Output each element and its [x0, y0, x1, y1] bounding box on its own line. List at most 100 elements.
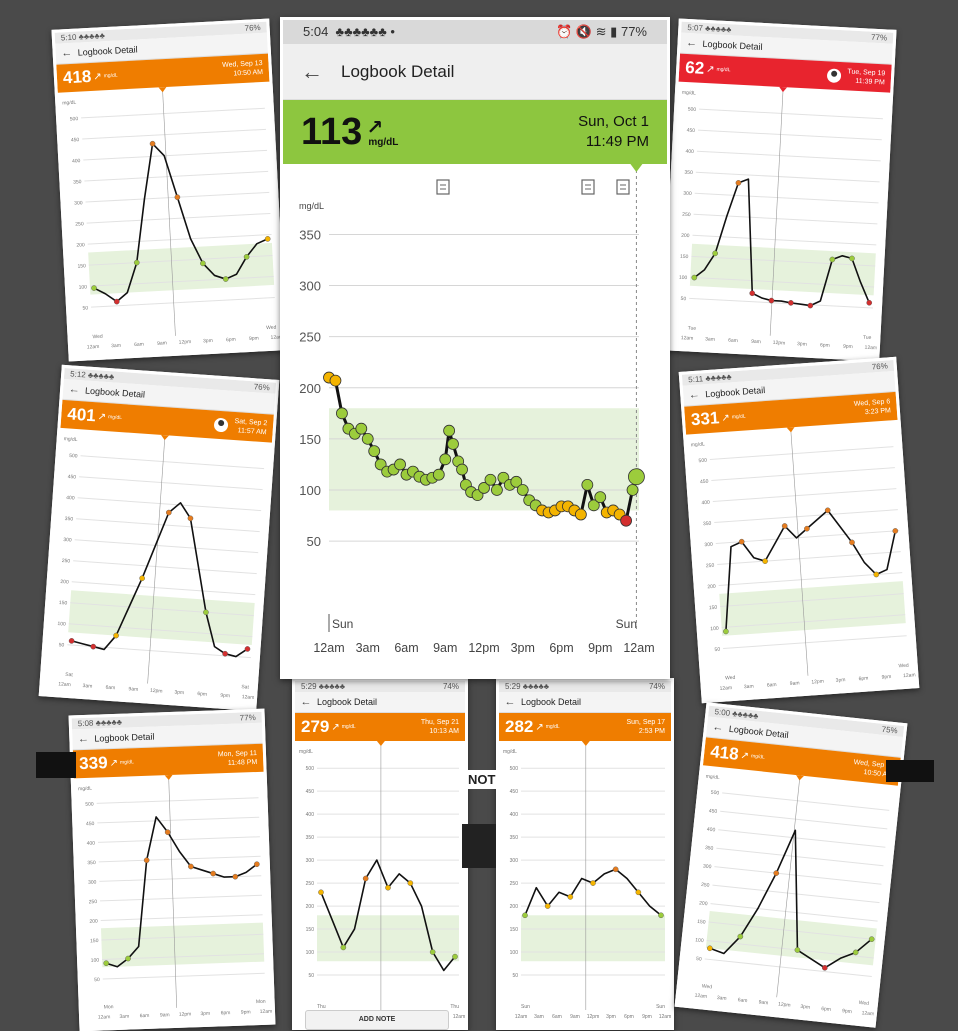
gridline-150	[101, 933, 264, 941]
data-point	[737, 933, 744, 940]
battery-level: 76%	[253, 382, 271, 393]
y-tick-50: 50	[680, 296, 686, 302]
x-tick-1: 3am	[82, 683, 92, 690]
x-tick-2: 6am	[105, 685, 115, 692]
back-arrow-icon[interactable]: ←	[300, 696, 312, 708]
back-arrow-icon[interactable]: ←	[60, 46, 73, 60]
y-tick-150: 150	[697, 919, 706, 926]
reading-value: 113	[301, 110, 363, 153]
x-tick-1: 3am	[111, 343, 121, 350]
data-point	[368, 445, 381, 458]
reading-value: 418	[62, 66, 92, 88]
x-tick-8: 12am	[242, 694, 255, 701]
cursor-marker	[160, 434, 169, 441]
gridline-400	[77, 497, 262, 512]
x-tick-7: 9pm	[220, 693, 230, 700]
y-tick-500: 500	[85, 801, 94, 807]
back-arrow-icon[interactable]: ←	[711, 721, 725, 735]
day-label-end: Sun	[616, 617, 637, 631]
glucose-chart[interactable]: mg/dL 50 100 150 200 250 300 350 Sun Sun 12am 3am 6a…	[283, 164, 661, 654]
data-point	[165, 509, 172, 516]
y-tick-150: 150	[306, 927, 315, 933]
reading-value: 282	[505, 717, 534, 736]
x-tick-8: 12am	[861, 1010, 874, 1017]
back-arrow-icon[interactable]: ←	[68, 383, 81, 397]
data-point	[626, 484, 639, 496]
logbook-main-card: 5:04 ♣♣♣♣♣♣ • ⏰ 🔇 ≋ ▮ 77% ← Logbook Deta…	[280, 17, 670, 679]
x-tick-6: 6pm	[549, 641, 573, 654]
gridline-150	[88, 254, 273, 266]
gridline-450	[720, 810, 888, 830]
fragment-dark	[36, 752, 76, 778]
gridline-350	[695, 171, 880, 183]
glucose-chart[interactable]: 50 100 150 200 250 300 350 400 450 500 mg/dL Sun Sun…	[499, 741, 671, 1026]
data-point	[723, 628, 729, 635]
glucose-chart[interactable]: 50 100 150 200 250 300 350 400 450 500 mg/dL Wed Wed…	[686, 420, 916, 699]
add-note-button[interactable]: ADD NOTE	[305, 1010, 449, 1030]
y-tick-50: 50	[308, 973, 314, 979]
back-arrow-icon[interactable]: ←	[685, 36, 698, 50]
glucose-line	[693, 178, 870, 307]
trend-arrow-icon: ↗	[705, 63, 715, 75]
x-tick-8: 12am	[260, 1009, 273, 1015]
logbook-card-sep13-b: 5:00 ♣♣♣♣♣ 75% ← Logbook Detail 418 ↗ mg/dL …	[674, 702, 908, 1028]
y-tick-250: 250	[701, 882, 710, 889]
x-tick-1: 3am	[717, 995, 727, 1002]
gridline-200	[718, 572, 903, 587]
y-tick-250: 250	[682, 212, 691, 218]
day-label-end: Wed	[858, 1000, 869, 1007]
y-axis-label: mg/dL	[62, 100, 76, 107]
gridline-200	[100, 914, 263, 921]
glucose-chart[interactable]: 50 100 150 200 250 300 350 400 450 500 mg/dL Tue Tue…	[665, 82, 891, 358]
x-tick-0: 12am	[98, 1014, 111, 1020]
back-arrow-icon[interactable]: ←	[301, 58, 323, 84]
x-tick-7: 9pm	[241, 1009, 251, 1015]
data-point	[439, 453, 452, 466]
y-axis-label: mg/dL	[78, 786, 92, 792]
glucose-chart[interactable]: 50 100 150 200 250 300 350 400 450 500 mg/dL Sat Sat…	[42, 428, 272, 707]
data-point	[210, 870, 216, 877]
y-tick-350: 350	[705, 845, 714, 852]
y-tick-300: 300	[74, 200, 83, 206]
y-tick-350: 350	[73, 179, 82, 185]
data-point	[90, 643, 97, 650]
reading-band: 279 ↗ mg/dL Thu, Sep 21 10:13 AM	[295, 713, 465, 741]
target-range-band	[689, 243, 876, 296]
data-point	[113, 298, 120, 305]
x-tick-7: 9pm	[642, 1014, 652, 1020]
data-point	[849, 255, 855, 262]
x-tick-1: 3am	[705, 336, 715, 343]
gridline-300	[74, 539, 259, 554]
y-tick-150: 150	[59, 600, 68, 607]
gridline-100	[721, 614, 906, 629]
glucose-chart[interactable]: 50 100 150 200 250 300 350 400 450 500 mg/dL Wed Wed…	[58, 82, 284, 358]
y-tick-450: 450	[86, 821, 95, 827]
x-tick-0: 12am	[515, 1014, 528, 1020]
y-tick-250: 250	[510, 881, 519, 887]
data-point	[232, 873, 239, 880]
target-range-band	[100, 922, 265, 968]
back-arrow-icon[interactable]: ←	[77, 732, 90, 746]
gridline-150	[708, 921, 876, 941]
gridline-400	[97, 836, 260, 843]
y-tick-50: 50	[82, 305, 88, 311]
back-arrow-icon[interactable]: ←	[504, 696, 516, 708]
data-point	[574, 508, 587, 521]
y-tick-50: 50	[696, 956, 702, 963]
data-point	[788, 300, 794, 306]
x-tick-3: 9am	[758, 999, 768, 1006]
logbook-card-sep19: 5:07 ♣♣♣♣♣ 77% ← Logbook Detail 62 ↗ mg/dL T…	[661, 18, 897, 362]
y-tick-500: 500	[69, 453, 78, 460]
logbook-card-sep17: 5:29 ♣♣♣♣♣ 74% ← Logbook Detail 282 ↗ mg/dL …	[496, 678, 674, 1030]
back-arrow-icon[interactable]: ←	[688, 388, 701, 402]
x-tick-4: 12pm	[778, 1001, 791, 1008]
glucose-chart[interactable]: 50 100 150 200 250 300 350 400 450 500 mg/dL Wed Wed…	[678, 765, 898, 1023]
gridline-300	[715, 530, 900, 544]
data-point	[510, 475, 523, 488]
reading-unit: mg/dL	[341, 724, 356, 730]
app-bar: ← Logbook Detail	[283, 44, 667, 100]
y-tick-150: 150	[77, 263, 86, 269]
y-tick-50: 50	[307, 534, 321, 549]
glucose-chart[interactable]: 50 100 150 200 250 300 350 400 450 500 mg/dL Mon Mon…	[74, 772, 273, 1027]
glucose-chart[interactable]: 50 100 150 200 250 300 350 400 450 500 mg/dL Thu Thu…	[295, 741, 465, 1026]
